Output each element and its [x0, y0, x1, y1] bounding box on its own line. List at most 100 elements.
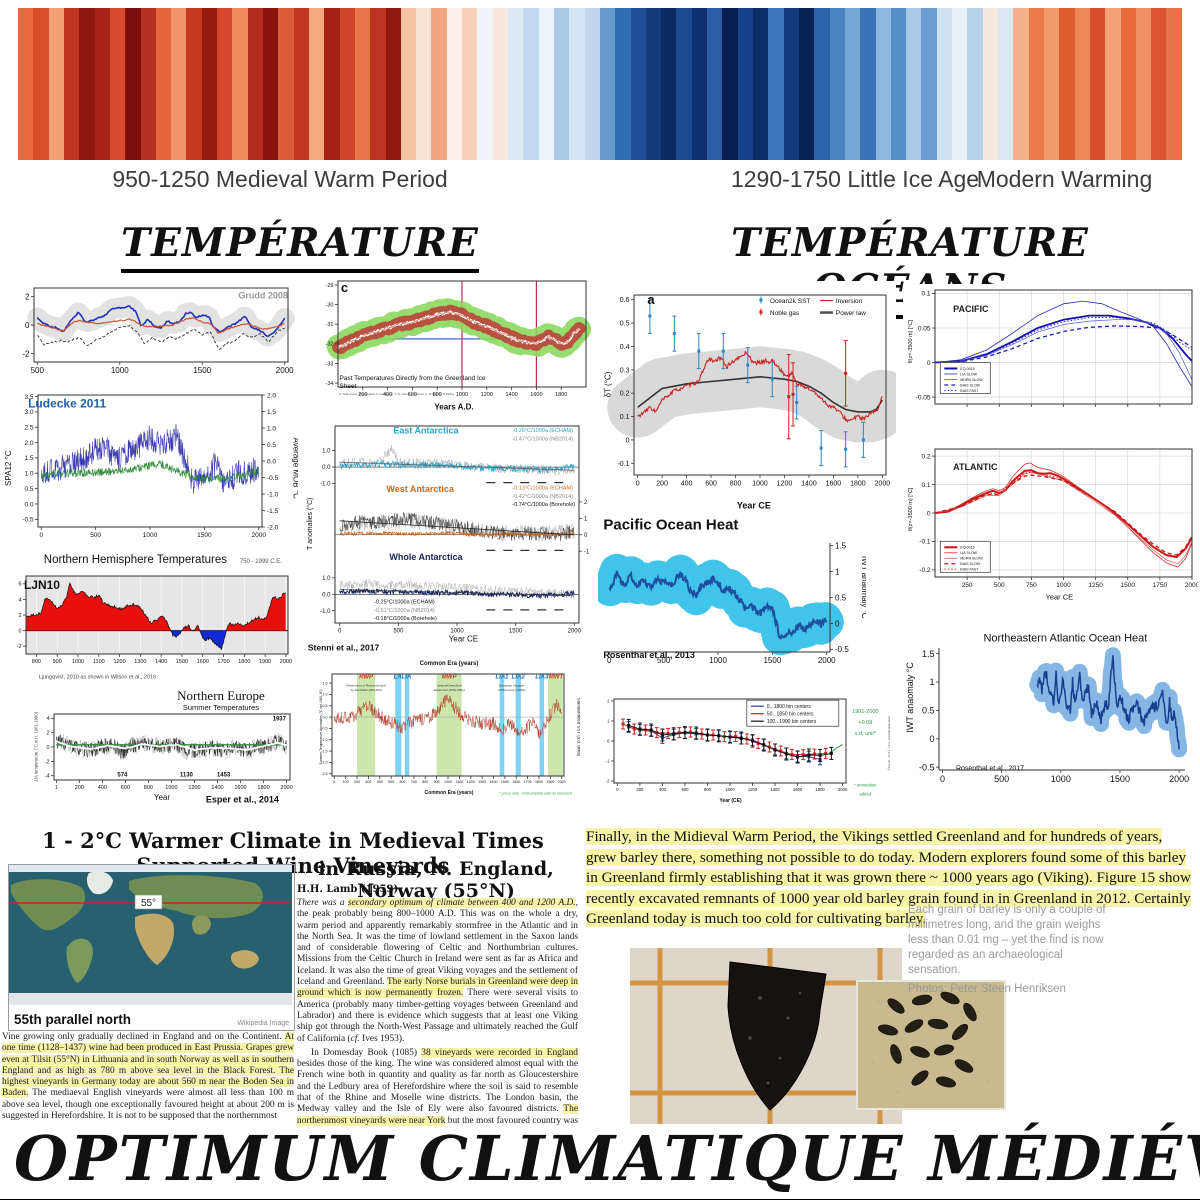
seeds-group [877, 991, 977, 1088]
svg-text:Summer Temperatures: Summer Temperatures [183, 703, 259, 712]
svg-text:Iceland/Greenland: Iceland/Greenland [437, 683, 462, 687]
label-medieval-warm-period: 950-1250 Medieval Warm Period [112, 166, 448, 192]
svg-text:-1.5: -1.5 [267, 508, 279, 515]
warming-stripes [18, 8, 1182, 160]
svg-text:0: 0 [927, 510, 931, 517]
svg-text:Restoration of Roman Empire: Restoration of Roman Empire [346, 683, 386, 687]
svg-text:-1: -1 [606, 758, 610, 763]
svg-text:2: 2 [18, 613, 21, 619]
svg-text:2000: 2000 [1185, 582, 1198, 589]
svg-text:800: 800 [32, 659, 41, 665]
svg-text:-2: -2 [606, 778, 610, 783]
svg-text:-0.13°C/1000a (ECHAM): -0.13°C/1000a (ECHAM) [512, 486, 573, 492]
svg-text:SPA12 °C: SPA12 °C [4, 450, 13, 486]
svg-text:1400: 1400 [489, 780, 497, 784]
svg-text:1800: 1800 [535, 780, 543, 784]
svg-text:2000: 2000 [276, 366, 294, 375]
svg-text:T anomalies (°C): T anomalies (°C) [306, 498, 314, 550]
svg-text:400: 400 [377, 780, 383, 784]
svg-text:Year CE: Year CE [1046, 592, 1074, 601]
svg-text:1900: 1900 [259, 659, 271, 665]
svg-text:0: 0 [333, 780, 335, 784]
svg-text:0.1: 0.1 [620, 414, 630, 421]
svg-text:1250: 1250 [1088, 582, 1103, 589]
chart-northern-hemisphere-ljn10: 800 900 1000 1100 1200 1300 1400 1500 1600 1700 18… [4, 550, 296, 680]
svg-text:Northern Hemisphere Temperatur: Northern Hemisphere Temperatures [44, 554, 227, 566]
svg-text:1800: 1800 [238, 659, 250, 665]
svg-text:1000: 1000 [143, 532, 158, 539]
svg-text:Pacific Ocean Heat: Pacific Ocean Heat [603, 517, 738, 534]
svg-text:Rosenthal et al., 2013: Rosenthal et al., 2013 [603, 650, 695, 660]
svg-text:0.4: 0.4 [620, 344, 630, 351]
svg-text:2: 2 [584, 500, 588, 506]
svg-text:0: 0 [39, 532, 43, 539]
viking-paragraph: Finally, in the Midieval Warm Period, th… [586, 828, 1191, 927]
svg-text:0.3: 0.3 [620, 367, 630, 374]
svg-text:50...1850 bin centers: 50...1850 bin centers [767, 712, 814, 718]
svg-text:500: 500 [994, 774, 1009, 784]
svg-text:Year (CE): Year (CE) [719, 798, 742, 803]
svg-text:1700: 1700 [524, 780, 532, 784]
svg-text:0: 0 [584, 533, 588, 539]
svg-text:400: 400 [98, 785, 107, 791]
label-little-ice-age: 1290-1750 Little Ice Age [730, 166, 980, 192]
svg-text:1750: 1750 [1153, 582, 1168, 589]
svg-text:EQ-0015: EQ-0015 [960, 367, 974, 371]
svg-text:0.5: 0.5 [922, 706, 935, 716]
svg-text:Esper et al., 2014: Esper et al., 2014 [206, 794, 279, 804]
map-continents [9, 871, 292, 1005]
svg-text:0: 0 [636, 480, 640, 487]
map-55-label: 55° [141, 898, 156, 909]
svg-text:4: 4 [18, 597, 21, 603]
svg-text:Stenni et al., 2017: Stenni et al., 2017 [308, 643, 380, 653]
svg-text:Whole Antarctica: Whole Antarctica [389, 552, 463, 562]
barley-photo-credit: Photos: Peter Steen Henriksen [908, 983, 1066, 995]
barley-seeds-image [858, 982, 1004, 1108]
svg-text:-2.0: -2.0 [267, 524, 279, 531]
svg-text:-0.47°C/1000a (NB2014): -0.47°C/1000a (NB2014) [512, 436, 573, 442]
chart-ocean2k-sst: 0 200 400 600 800 1000 1200 1400 1600 1800 2000 -0.… [600, 281, 896, 511]
svg-text:1937: 1937 [273, 716, 287, 722]
svg-text:Settlement (870s-980s): Settlement (870s-980s) [434, 688, 465, 692]
svg-text:1: 1 [584, 516, 588, 522]
svg-text:* annotation: * annotation [854, 783, 877, 788]
svg-text:-1.0: -1.0 [267, 491, 279, 498]
svg-text:1200: 1200 [467, 780, 475, 784]
svg-text:Average MOB °C: Average MOB °C [292, 438, 298, 500]
svg-text:1600: 1600 [826, 480, 842, 487]
svg-text:BIAS FAST: BIAS FAST [960, 389, 979, 393]
svg-text:2000: 2000 [280, 785, 292, 791]
svg-text:0.5: 0.5 [267, 442, 276, 449]
svg-text:JJA temperature (°C w.r.t. 196: JJA temperature (°C w.r.t. 1961-1990) [33, 711, 38, 782]
svg-text:200: 200 [636, 787, 644, 792]
svg-text:Ocean2k SST: Ocean2k SST [770, 298, 810, 305]
svg-text:0.05: 0.05 [918, 325, 931, 332]
svg-text:Years A.D.: Years A.D. [434, 403, 473, 411]
svg-text:1200: 1200 [777, 480, 793, 487]
wine-paragraph-1: There was a secondary optimum of climate… [297, 898, 578, 1044]
chart-grudd-2008: 500 1000 1500 2000 -2 0 2 Grudd 2008 [8, 282, 296, 380]
svg-text:Northeastern Atlantic Ocean He: Northeastern Atlantic Ocean Heat [983, 632, 1147, 644]
svg-text:2000: 2000 [818, 656, 836, 665]
svg-text:1500: 1500 [763, 656, 781, 665]
svg-text:1400: 1400 [155, 659, 167, 665]
world-map-figure: 55° 55th parallel north Wikipedia Image [8, 864, 295, 1031]
wine-author: H.H. Lamb (1959) [297, 884, 399, 895]
svg-text:-2: -2 [17, 644, 22, 650]
svg-text:0.6: 0.6 [620, 297, 630, 304]
svg-text:θ(z=-3500 m) [°C]: θ(z=-3500 m) [°C] [908, 319, 914, 363]
svg-text:-0.5: -0.5 [321, 727, 327, 731]
svg-text:LIA3: LIA3 [535, 675, 549, 681]
svg-text:1500: 1500 [501, 780, 509, 784]
svg-text:1600: 1600 [530, 392, 542, 398]
map-arctic [9, 865, 292, 872]
svg-text:400: 400 [681, 480, 693, 487]
svg-text:IWT anaomaly °C: IWT anaomaly °C [860, 556, 866, 619]
svg-text:0: 0 [626, 437, 630, 444]
svg-text:1000: 1000 [725, 787, 735, 792]
svg-text:0: 0 [18, 629, 21, 635]
svg-text:1000: 1000 [709, 656, 727, 665]
svg-text:600: 600 [408, 392, 417, 398]
svg-text:1000: 1000 [1056, 582, 1071, 589]
section-title-temperature: TEMPÉRATURE [110, 220, 490, 273]
